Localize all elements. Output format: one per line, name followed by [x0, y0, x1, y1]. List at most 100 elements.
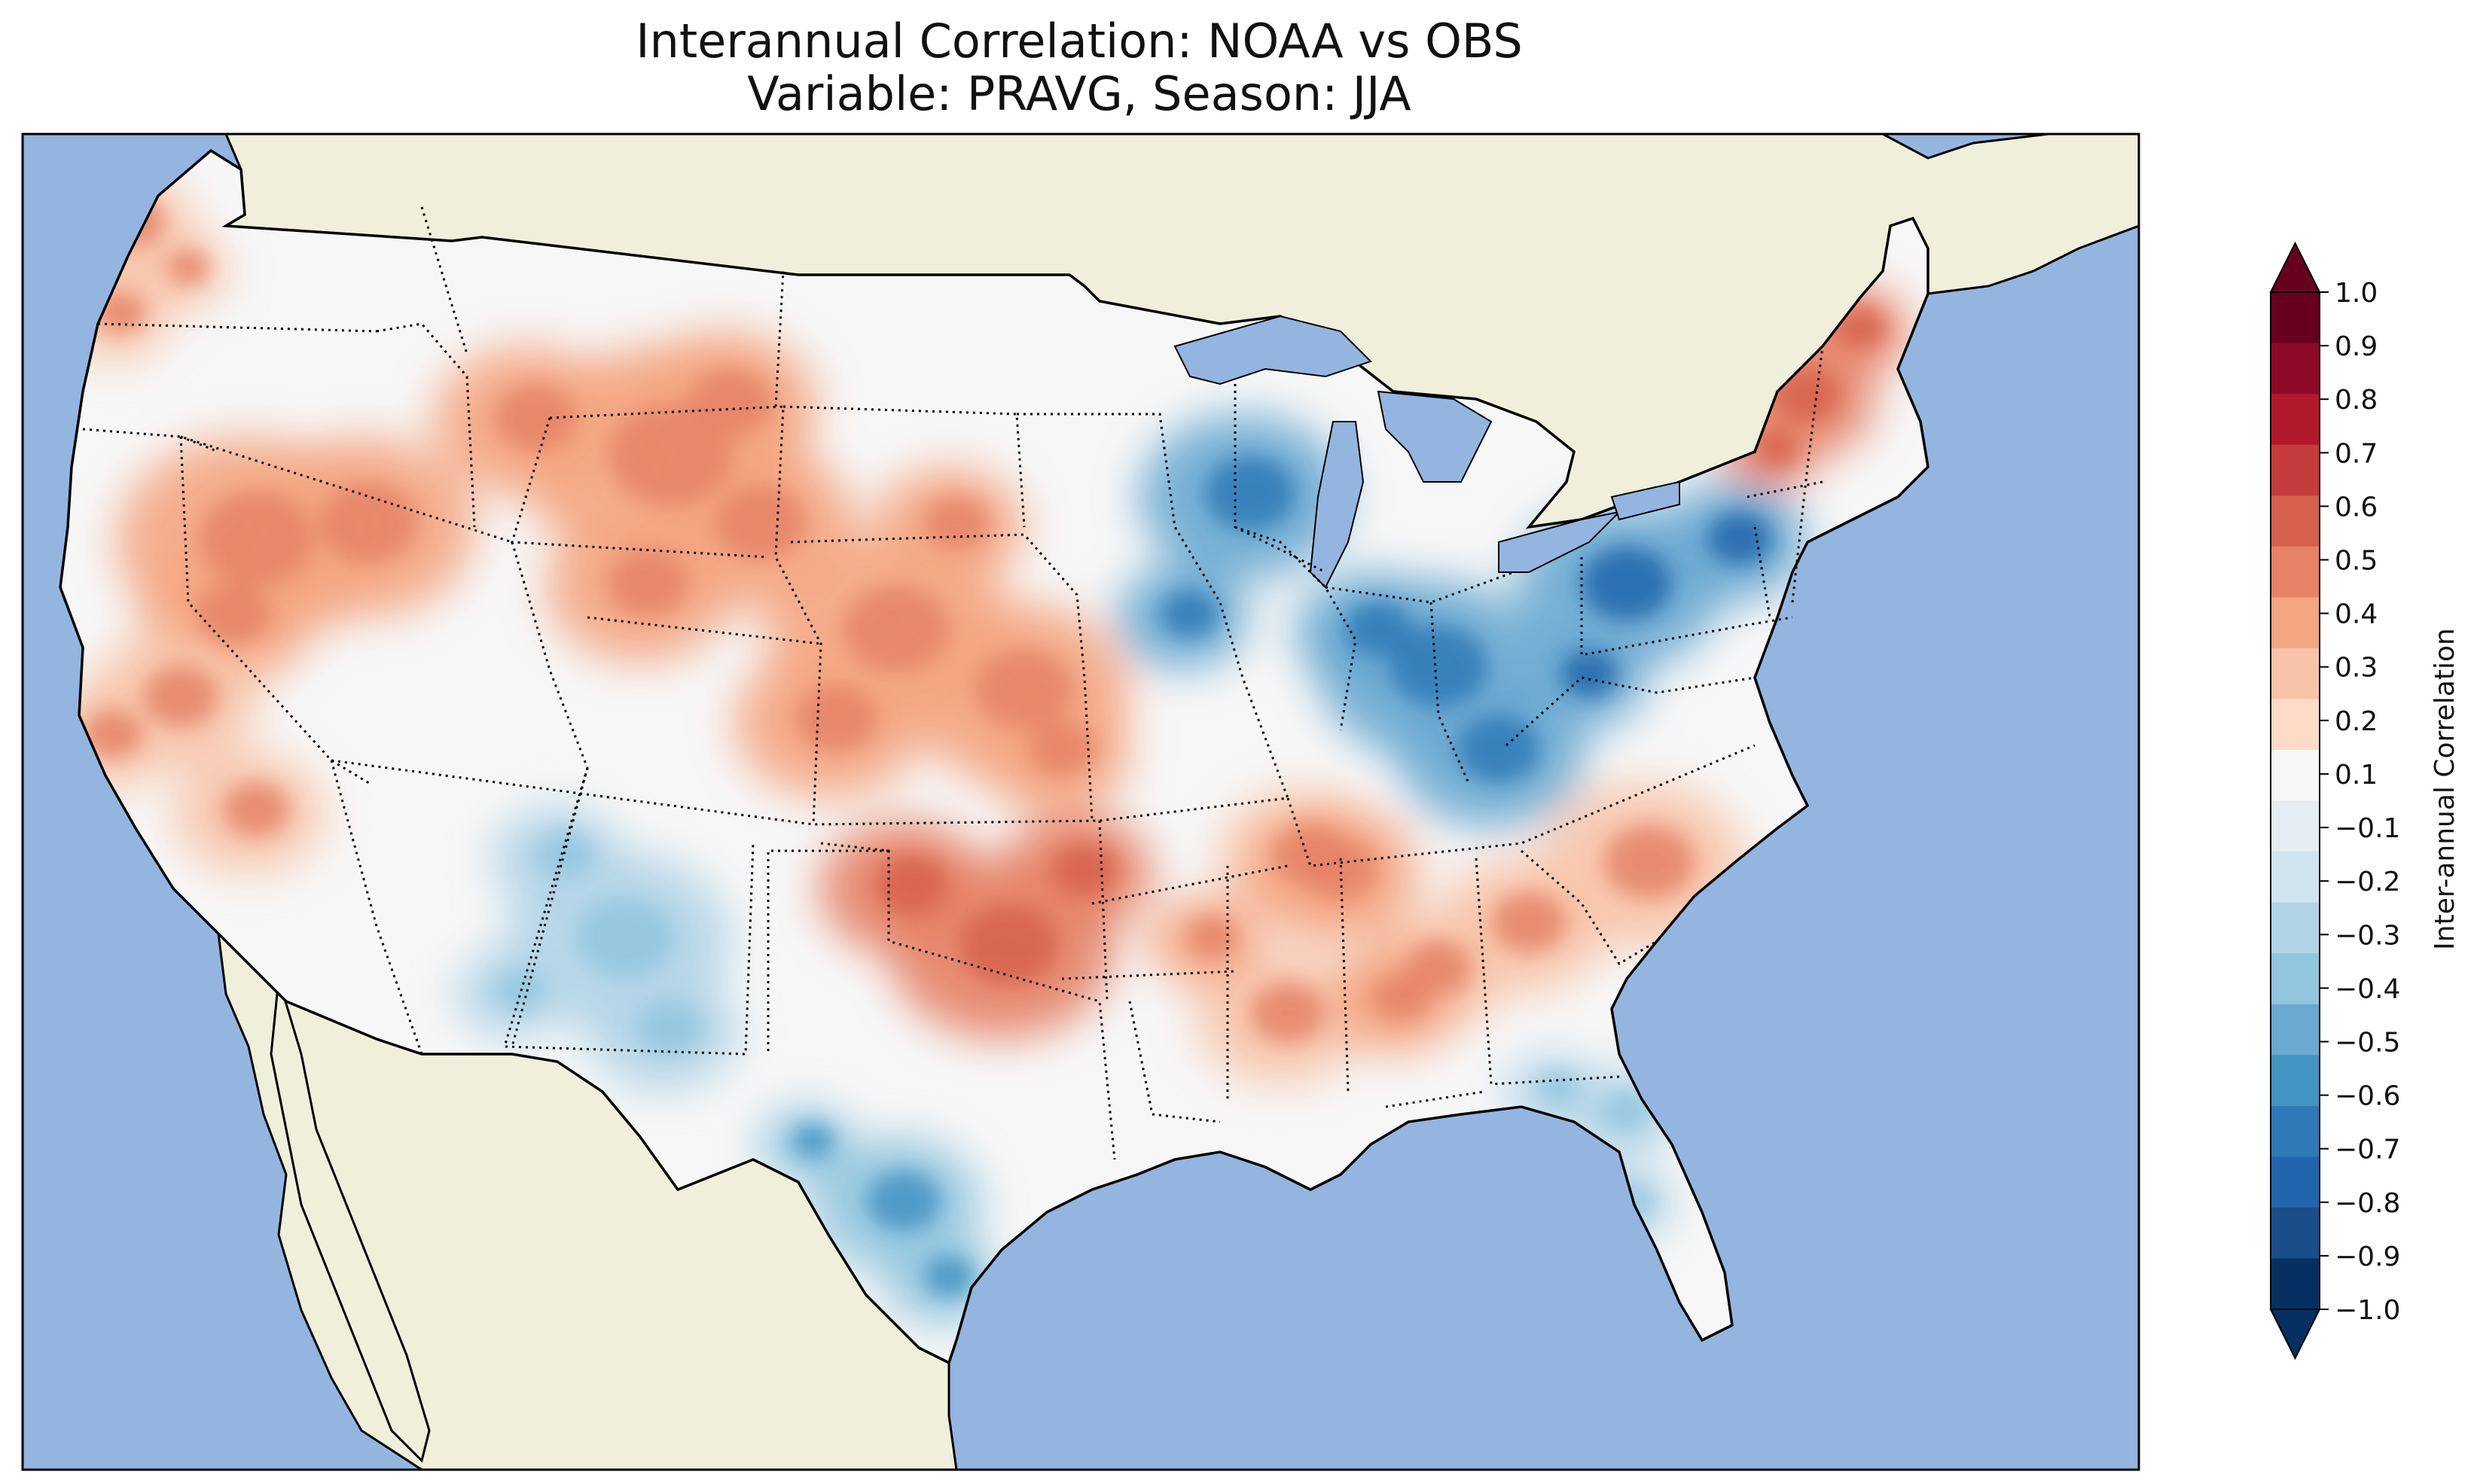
- colorbar-tick-label: −0.6: [2335, 1081, 2400, 1112]
- colorbar-tick-label: 0.8: [2335, 385, 2378, 416]
- colorbar-segment: [2271, 495, 2320, 547]
- correlation-region-core: [842, 584, 950, 673]
- colorbar-segment: [2271, 1156, 2320, 1208]
- correlation-region-core: [792, 1123, 834, 1158]
- correlation-region-core: [959, 904, 1059, 986]
- chart-title-line2: Variable: PRAVG, Season: JJA: [747, 66, 1411, 121]
- correlation-region-core: [167, 250, 209, 285]
- colorbar-tick-label: −0.1: [2335, 813, 2400, 844]
- correlation-region-core: [1029, 722, 1095, 776]
- colorbar-extend-min: [2269, 1309, 2321, 1361]
- correlation-region-core: [608, 404, 733, 507]
- correlation-region-core: [495, 970, 545, 1010]
- colorbar-tick-label: −0.2: [2335, 867, 2400, 897]
- colorbar-tick-label: −0.3: [2335, 920, 2400, 951]
- correlation-region-core: [866, 1170, 941, 1232]
- colorbar-segment: [2271, 1105, 2320, 1157]
- correlation-region-core: [493, 384, 576, 452]
- correlation-region-core: [1371, 974, 1430, 1022]
- correlation-region-core: [1457, 715, 1540, 783]
- colorbar-tick-label: −0.4: [2335, 974, 2400, 1004]
- colorbar-label: Inter-annual Correlation: [2430, 628, 2460, 950]
- state-borders: [82, 206, 1824, 1160]
- correlation-region-core: [1161, 590, 1219, 638]
- correlation-region-core: [319, 483, 419, 564]
- correlation-region-core: [84, 710, 142, 758]
- correlation-region-core: [1250, 982, 1325, 1044]
- colorbar-segment: [2271, 546, 2320, 598]
- correlation-region-core: [1560, 650, 1618, 698]
- correlation-region-core: [1538, 1071, 1580, 1105]
- colorbar-tick-label: 1.0: [2335, 278, 2378, 309]
- colorbar-tick-label: −0.5: [2335, 1027, 2400, 1058]
- correlation-region-core: [1602, 1090, 1652, 1131]
- colorbar-segment: [2271, 292, 2320, 344]
- colorbar-segment: [2271, 852, 2320, 904]
- colorbar-tick-label: 0.3: [2335, 653, 2378, 684]
- correlation-region-core: [1405, 940, 1472, 995]
- correlation-region-core: [143, 666, 218, 727]
- colorbar-tick-label: −0.7: [2335, 1135, 2400, 1166]
- correlation-region-core: [1581, 546, 1673, 621]
- colorbar-segment: [2271, 1055, 2320, 1107]
- colorbar-segment: [2271, 902, 2320, 954]
- baja-peninsula: [270, 978, 431, 1463]
- correlation-region-core: [1756, 431, 1798, 465]
- correlation-region-core: [795, 685, 877, 753]
- correlation-region-core: [715, 486, 807, 561]
- colorbar-segment: [2271, 1207, 2320, 1259]
- colorbar-tick-label: 0.7: [2335, 438, 2378, 469]
- correlation-region-core: [1774, 368, 1841, 422]
- colorbar-tick-label: 0.1: [2335, 760, 2378, 791]
- correlation-region-core: [689, 369, 772, 437]
- colorbar-segments: [2269, 241, 2321, 1361]
- colorbar-tick-label: 0.4: [2335, 599, 2378, 630]
- correlation-region-core: [606, 550, 689, 617]
- correlation-region-core: [1345, 602, 1411, 656]
- correlation-region-core: [1204, 456, 1296, 531]
- colorbar-segment: [2271, 749, 2320, 801]
- colorbar-extend-max: [2269, 241, 2321, 293]
- correlation-region-core: [196, 583, 271, 644]
- correlation-region-core: [975, 648, 1074, 730]
- map-frame: [21, 133, 2140, 1471]
- great-lakes: [1173, 315, 1680, 589]
- colorbar-segment: [2271, 699, 2320, 751]
- correlation-region-core: [637, 1001, 703, 1055]
- colorbar-segment: [2271, 953, 2320, 1005]
- correlation-region-core: [535, 830, 594, 879]
- correlation-region-core: [198, 491, 314, 586]
- colorbar-tick-label: −1.0: [2335, 1295, 2400, 1326]
- colorbar-tick-label: 0.5: [2335, 546, 2378, 577]
- colorbar-segment: [2271, 394, 2320, 446]
- correlation-region-core: [1303, 839, 1378, 900]
- colorbar-segment: [2271, 343, 2320, 395]
- colorbar-segment: [2271, 800, 2320, 852]
- correlation-region-core: [1603, 824, 1695, 900]
- correlation-region-core: [575, 897, 675, 978]
- correlation-region-core: [1491, 891, 1566, 953]
- correlation-region-core: [1389, 626, 1488, 707]
- chart-title-line1: Interannual Correlation: NOAA vs OBS: [636, 14, 1523, 69]
- correlation-region-core: [223, 782, 289, 836]
- colorbar-tick-label: −0.9: [2335, 1242, 2400, 1272]
- colorbar-segment: [2271, 597, 2320, 649]
- correlation-region-core: [924, 1256, 974, 1297]
- colorbar-tick-label: 0.6: [2335, 492, 2378, 523]
- colorbar-segment: [2271, 1258, 2320, 1310]
- correlation-region-core: [1707, 511, 1773, 565]
- colorbar-tick-label: 0.2: [2335, 706, 2378, 737]
- correlation-region-core: [1835, 307, 1885, 348]
- colorbar-segment: [2271, 1004, 2320, 1056]
- map-content: [23, 134, 2139, 1470]
- colorbar-segment: [2271, 648, 2320, 699]
- colorbar-ticks: 1.0 0.9 0.8 0.7 0.6 0.5 0.4 0.3 0.2 0.1 −0.1 −0.2 −0…: [2320, 278, 2400, 1326]
- correlation-region-core: [874, 854, 949, 916]
- correlation-field: [60, 151, 1928, 1363]
- colorbar-segment: [2271, 444, 2320, 496]
- colorbar-tick-label: 0.9: [2335, 331, 2378, 362]
- colorbar-tick-label: −0.8: [2335, 1188, 2400, 1219]
- correlation-region-core: [1188, 917, 1237, 958]
